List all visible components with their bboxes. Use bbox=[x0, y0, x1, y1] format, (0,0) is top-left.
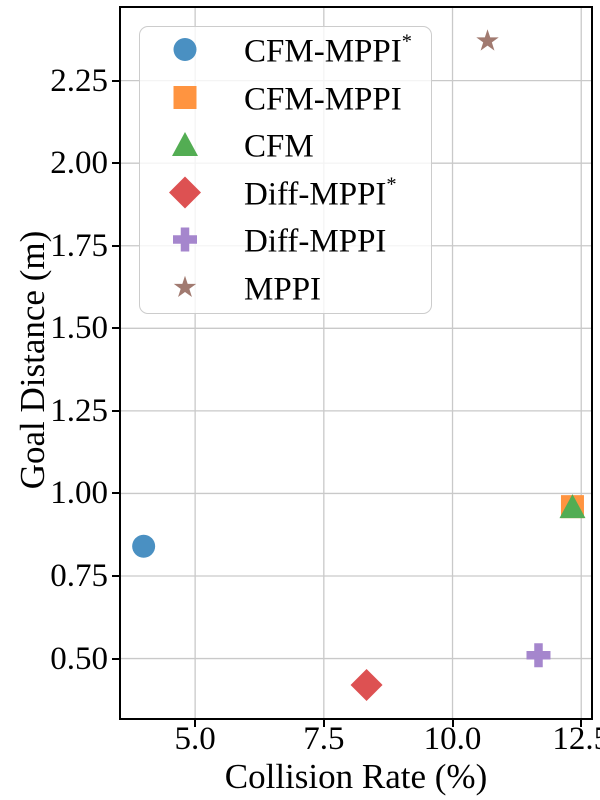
y-tick-mark bbox=[112, 162, 121, 165]
y-tick-mark bbox=[112, 244, 121, 247]
legend-marker-box bbox=[166, 221, 204, 264]
y-tick-label: 1.25 bbox=[50, 392, 108, 429]
legend-item-mppi: MPPI bbox=[140, 266, 431, 314]
x-tick-label: 10.0 bbox=[423, 721, 482, 757]
x-tick-mark bbox=[194, 718, 197, 727]
y-tick-label: 2.00 bbox=[50, 145, 108, 182]
legend-label: CFM bbox=[244, 128, 314, 165]
legend-marker-box bbox=[166, 126, 204, 169]
legend: CFM-MPPI* CFM-MPPI CFM Diff-MPPI* Diff-MPPI M… bbox=[139, 26, 432, 314]
marker-diamond bbox=[350, 668, 383, 701]
legend-marker-box bbox=[166, 268, 204, 311]
y-tick-mark bbox=[112, 575, 121, 577]
legend-label: CFM-MPPI bbox=[244, 83, 402, 116]
legend-label-text: CFM-MPPI bbox=[244, 81, 402, 118]
x-tick-mark bbox=[451, 718, 454, 727]
legend-label-text: CFM bbox=[244, 128, 314, 165]
y-tick-label: 2.25 bbox=[50, 62, 108, 99]
x-tick-mark bbox=[580, 718, 583, 727]
y-tick-label: 1.75 bbox=[50, 227, 108, 264]
legend-label: Diff-MPPI* bbox=[244, 174, 397, 213]
marker-plus bbox=[526, 643, 551, 668]
legend-marker-canvas bbox=[173, 275, 197, 297]
legend-item-diff-mppi-star: Diff-MPPI* bbox=[140, 171, 431, 219]
x-axis-label: Collision Rate (%) bbox=[224, 757, 488, 796]
y-tick-label: 1.50 bbox=[50, 310, 108, 347]
legend-marker-box bbox=[166, 78, 204, 121]
marker-star bbox=[173, 275, 197, 297]
x-tick-label: 12.5 bbox=[552, 721, 600, 757]
y-tick-label: 1.00 bbox=[50, 475, 108, 512]
legend-marker-canvas bbox=[172, 132, 198, 157]
y-tick-mark bbox=[112, 409, 121, 412]
legend-label-text: Diff-MPPI bbox=[244, 176, 387, 213]
legend-label: MPPI bbox=[244, 273, 321, 306]
x-tick-mark bbox=[322, 718, 325, 727]
legend-marker-box bbox=[166, 173, 204, 216]
legend-label-text: Diff-MPPI bbox=[244, 223, 387, 260]
legend-label: CFM-MPPI* bbox=[244, 32, 412, 70]
marker-plus bbox=[173, 227, 197, 252]
x-tick-label: 7.5 bbox=[303, 721, 345, 757]
x-tick-label: 5.0 bbox=[174, 721, 216, 757]
marker-triangle bbox=[559, 494, 586, 519]
legend-label-superscript: * bbox=[386, 173, 397, 196]
y-tick-mark bbox=[112, 327, 121, 330]
y-axis-label: Goal Distance (m) bbox=[13, 230, 52, 490]
legend-marker-canvas bbox=[173, 227, 197, 252]
legend-marker-canvas bbox=[169, 176, 201, 209]
legend-item-cfm-mppi: CFM-MPPI bbox=[140, 76, 431, 124]
marker-circle bbox=[132, 534, 156, 558]
legend-label: Diff-MPPI bbox=[244, 223, 387, 260]
legend-marker-box bbox=[166, 31, 204, 74]
y-tick-label: 0.50 bbox=[50, 640, 108, 677]
y-tick-mark bbox=[112, 657, 121, 660]
legend-marker-canvas bbox=[173, 85, 197, 109]
y-tick-mark bbox=[112, 79, 121, 82]
legend-item-cfm: CFM bbox=[140, 124, 431, 172]
legend-item-diff-mppi: Diff-MPPI bbox=[140, 219, 431, 267]
legend-label-text: CFM-MPPI bbox=[244, 33, 402, 70]
marker-star bbox=[476, 29, 499, 51]
marker-square bbox=[173, 85, 197, 109]
marker-triangle bbox=[172, 132, 198, 157]
legend-label-superscript: * bbox=[401, 30, 412, 53]
legend-item-cfm-mppi-star: CFM-MPPI* bbox=[140, 29, 431, 77]
legend-label-text: MPPI bbox=[244, 271, 322, 308]
legend-marker-canvas bbox=[173, 38, 197, 62]
y-tick-mark bbox=[112, 492, 121, 495]
marker-diamond bbox=[169, 176, 201, 209]
marker-circle bbox=[173, 38, 197, 62]
y-tick-label: 0.75 bbox=[50, 558, 108, 594]
